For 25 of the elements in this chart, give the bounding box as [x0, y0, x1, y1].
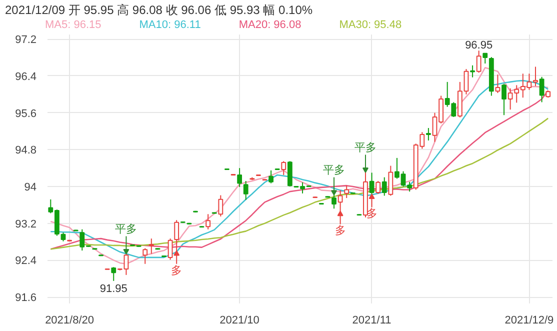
- y-tick-label: 94: [24, 182, 37, 194]
- text: MA10: 96.11: [139, 19, 201, 31]
- y-tick-label: 95.6: [15, 108, 37, 120]
- text: MA5: 96.15: [45, 19, 102, 31]
- y-tick-label: 91.6: [15, 292, 37, 304]
- annotation: 多: [334, 225, 346, 238]
- annotation: 多: [366, 208, 378, 220]
- x-tick-label: 2021/8/20: [45, 314, 94, 326]
- y-tick-label: 96.4: [15, 70, 37, 83]
- annotation: 96.95: [465, 40, 493, 52]
- text: MA30: 95.48: [339, 19, 402, 31]
- chart-title: 2021/12/09 开 95.95 高 96.08 收 96.06 低 95.93 幅 0.10%: [5, 2, 313, 19]
- annotation: 平多: [323, 164, 346, 176]
- annotation: 平多: [115, 223, 138, 236]
- x-tick-label: 2021/11: [352, 314, 392, 326]
- y-tick-label: 93.2: [15, 218, 37, 230]
- annotation: 多: [171, 264, 182, 277]
- y-tick-label: 97.2: [15, 34, 37, 46]
- y-tick-label: 94.8: [15, 144, 37, 157]
- annotation: 91.95: [100, 282, 128, 295]
- x-tick-label: 2021/10: [220, 314, 260, 326]
- text: MA20: 96.08: [238, 19, 302, 31]
- annotation: 平多: [354, 142, 376, 154]
- y-tick-label: 92.4: [15, 255, 37, 268]
- x-tick-label: 2021/12/9: [504, 314, 554, 326]
